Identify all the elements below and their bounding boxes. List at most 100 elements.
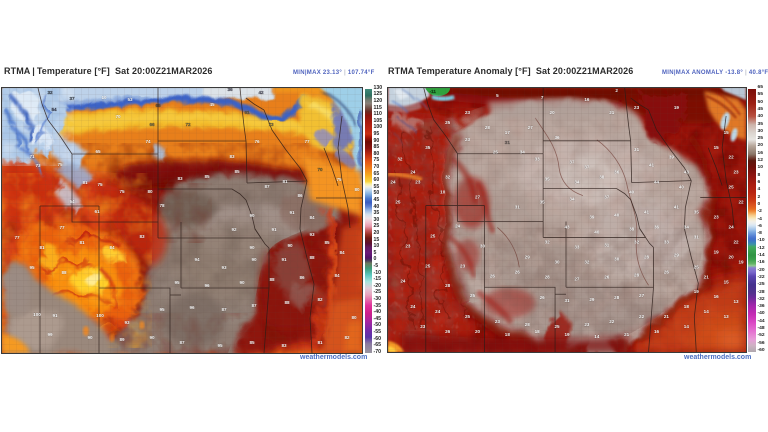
- svg-text:70: 70: [115, 114, 121, 119]
- svg-text:14: 14: [594, 334, 600, 339]
- svg-text:43: 43: [684, 170, 690, 175]
- svg-text:34: 34: [684, 224, 690, 229]
- svg-text:29: 29: [525, 254, 531, 259]
- svg-text:20: 20: [729, 254, 735, 259]
- svg-text:93: 93: [221, 265, 227, 270]
- svg-text:90: 90: [287, 243, 293, 248]
- svg-text:83: 83: [139, 234, 145, 239]
- svg-text:40: 40: [614, 213, 620, 218]
- svg-text:18: 18: [535, 329, 541, 334]
- svg-text:26: 26: [445, 329, 451, 334]
- svg-text:28: 28: [485, 125, 491, 130]
- svg-text:19: 19: [674, 105, 680, 110]
- svg-text:35: 35: [545, 177, 551, 182]
- svg-text:32: 32: [634, 239, 640, 244]
- svg-text:78: 78: [159, 203, 165, 208]
- svg-text:39: 39: [589, 215, 595, 220]
- svg-text:44: 44: [654, 180, 660, 185]
- svg-text:88: 88: [284, 300, 290, 305]
- svg-text:34: 34: [574, 180, 580, 185]
- svg-text:35: 35: [540, 200, 546, 205]
- svg-text:100: 100: [33, 312, 41, 317]
- svg-text:24: 24: [390, 180, 396, 185]
- svg-text:26: 26: [515, 269, 521, 274]
- svg-text:71: 71: [29, 154, 35, 159]
- svg-text:90: 90: [87, 335, 93, 340]
- svg-text:41: 41: [644, 210, 650, 215]
- svg-text:72: 72: [185, 122, 191, 127]
- svg-text:15: 15: [724, 130, 730, 135]
- svg-text:66: 66: [149, 122, 155, 127]
- svg-text:86: 86: [297, 193, 303, 198]
- svg-text:20: 20: [475, 329, 481, 334]
- svg-text:37: 37: [584, 165, 590, 170]
- svg-text:19: 19: [738, 259, 744, 264]
- svg-text:21: 21: [609, 110, 615, 115]
- svg-text:24: 24: [455, 223, 461, 228]
- svg-text:31: 31: [604, 242, 610, 247]
- svg-text:22: 22: [609, 319, 615, 324]
- svg-text:35: 35: [425, 145, 431, 150]
- svg-text:84: 84: [339, 250, 345, 255]
- svg-text:28: 28: [525, 322, 531, 327]
- svg-text:36: 36: [227, 88, 233, 92]
- svg-text:85: 85: [249, 340, 255, 345]
- svg-text:28: 28: [644, 254, 650, 259]
- svg-text:31: 31: [694, 234, 700, 239]
- svg-text:40: 40: [594, 229, 600, 234]
- svg-text:23: 23: [495, 319, 501, 324]
- svg-text:35: 35: [694, 210, 700, 215]
- svg-text:84: 84: [309, 215, 315, 220]
- svg-text:26: 26: [490, 273, 496, 278]
- svg-text:90: 90: [149, 335, 155, 340]
- svg-text:25: 25: [555, 324, 561, 329]
- svg-text:24: 24: [400, 278, 406, 283]
- svg-text:87: 87: [264, 184, 270, 189]
- svg-text:21: 21: [624, 332, 630, 337]
- svg-text:87: 87: [179, 340, 185, 345]
- svg-text:81: 81: [39, 245, 45, 250]
- svg-text:16: 16: [584, 97, 590, 102]
- svg-text:91: 91: [271, 227, 277, 232]
- svg-text:23: 23: [465, 110, 471, 115]
- svg-text:22: 22: [729, 155, 735, 160]
- svg-text:40: 40: [679, 185, 685, 190]
- svg-text:33: 33: [664, 239, 670, 244]
- svg-text:24: 24: [729, 224, 735, 229]
- svg-text:27: 27: [639, 293, 645, 298]
- svg-text:81: 81: [82, 180, 88, 185]
- svg-text:89: 89: [119, 337, 125, 342]
- svg-text:23: 23: [460, 263, 466, 268]
- svg-text:32: 32: [584, 259, 590, 264]
- svg-text:24: 24: [435, 309, 441, 314]
- svg-text:25: 25: [729, 185, 735, 190]
- svg-text:19: 19: [564, 332, 570, 337]
- svg-text:22: 22: [738, 200, 744, 205]
- svg-text:61: 61: [94, 209, 100, 214]
- svg-text:28: 28: [545, 274, 551, 279]
- svg-text:91: 91: [52, 313, 58, 318]
- svg-text:29: 29: [589, 297, 595, 302]
- svg-text:80: 80: [351, 315, 357, 320]
- svg-text:80: 80: [147, 189, 153, 194]
- svg-text:37: 37: [569, 160, 575, 165]
- svg-text:18: 18: [505, 332, 511, 337]
- svg-text:76: 76: [254, 139, 260, 144]
- svg-text:70: 70: [317, 167, 323, 172]
- svg-text:25: 25: [445, 120, 451, 125]
- svg-text:95: 95: [29, 265, 35, 270]
- svg-text:33: 33: [535, 157, 541, 162]
- svg-text:93: 93: [309, 232, 315, 237]
- svg-text:26: 26: [604, 274, 610, 279]
- svg-text:65: 65: [95, 149, 101, 154]
- svg-text:54: 54: [69, 199, 75, 204]
- svg-text:28: 28: [634, 272, 640, 277]
- svg-text:25: 25: [470, 293, 476, 298]
- svg-text:82: 82: [317, 297, 323, 302]
- svg-text:88: 88: [61, 270, 67, 275]
- svg-text:73: 73: [35, 163, 41, 168]
- svg-text:36: 36: [654, 224, 660, 229]
- svg-text:75: 75: [57, 162, 63, 167]
- svg-text:14: 14: [684, 324, 690, 329]
- svg-text:19: 19: [694, 289, 700, 294]
